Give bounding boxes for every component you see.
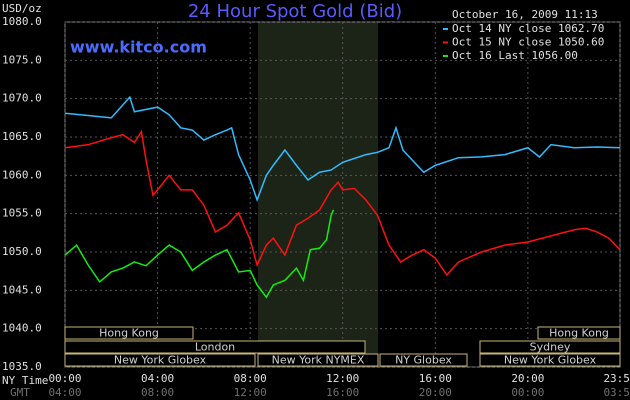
y-tick-label: 1070.0 <box>2 92 42 105</box>
y-tick-label: 1080.0 <box>2 15 42 28</box>
session-label: NY Globex <box>395 354 452 367</box>
price-line <box>64 209 335 299</box>
x-tick-label: 16:00 <box>419 372 452 385</box>
x-tick-label: 23:59 <box>603 372 630 385</box>
session-label: New York NYMEX <box>272 354 365 367</box>
site: www.kitco.com <box>70 38 207 57</box>
chart-title: 24 Hour Spot Gold (Bid) <box>188 1 402 22</box>
legend-label: Oct 16 Last 1056.00 <box>452 49 578 62</box>
session-label: London <box>195 341 235 354</box>
y-tick-label: 1075.0 <box>2 53 42 66</box>
session-label: Hong Kong <box>549 327 609 340</box>
x-tick-label: 12:00 <box>326 372 359 385</box>
gmt-tick-label: 04:00 <box>48 386 81 399</box>
session-box <box>64 353 256 367</box>
session-box <box>64 326 194 340</box>
legend-label: Oct 15 NY close 1050.60 <box>452 36 604 49</box>
session-label: New York Globex <box>114 354 207 367</box>
nymex-shade <box>258 22 378 367</box>
gmt-tick-label: 03:59 <box>603 386 630 399</box>
x-tick-label: 08:00 <box>234 372 267 385</box>
x-tick-label: 00:00 <box>48 372 81 385</box>
y-unit: USD/oz <box>2 2 42 15</box>
session-box <box>537 326 621 340</box>
session-label: Hong Kong <box>99 327 159 340</box>
price-line <box>64 95 621 203</box>
y-tick-label: 1060.0 <box>2 168 42 181</box>
x-row-label: NY Time <box>2 374 48 387</box>
timestamp: October 16, 2009 11:13 <box>452 8 598 21</box>
gmt-tick-label: 00:00 <box>511 386 544 399</box>
session-label: Sydney <box>530 341 571 354</box>
session-box <box>479 353 621 367</box>
session-box <box>257 353 379 367</box>
price-line <box>64 129 621 277</box>
y-tick-label: 1055.0 <box>2 207 42 220</box>
y-tick-label: 1035.0 <box>2 360 42 373</box>
y-tick-label: 1065.0 <box>2 130 42 143</box>
y-tick-label: 1040.0 <box>2 322 42 335</box>
y-tick-label: 1045.0 <box>2 283 42 296</box>
gmt-tick-label: 12:00 <box>234 386 267 399</box>
gmt-tick-label: 20:00 <box>419 386 452 399</box>
y-tick-label: 1050.0 <box>2 245 42 258</box>
gmt-tick-label: 08:00 <box>141 386 174 399</box>
session-box <box>479 340 621 354</box>
legend-label: Oct 14 NY close 1062.70 <box>452 22 604 35</box>
session-label: New York Globex <box>504 354 597 367</box>
gmt-tick-label: 16:00 <box>326 386 359 399</box>
x-tick-label: 04:00 <box>141 372 174 385</box>
x2-row-label: GMT <box>10 386 30 399</box>
session-box <box>379 353 468 367</box>
x-tick-label: 20:00 <box>511 372 544 385</box>
session-box <box>64 340 366 354</box>
